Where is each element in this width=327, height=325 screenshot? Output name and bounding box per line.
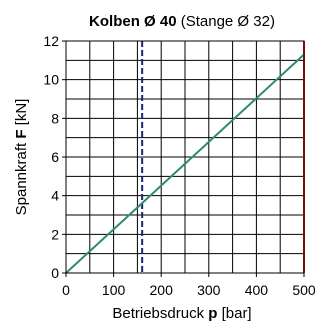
x-tick-label-5: 500	[292, 282, 316, 298]
x-axis-label-bold: p	[208, 305, 217, 322]
y-ticks: 0 2 4 6 8 10 12	[43, 33, 66, 281]
y-axis-label-suffix: [kN]	[13, 99, 30, 130]
x-tick-label-4: 400	[245, 282, 269, 298]
y-axis-label-prefix: Spannkraft	[13, 139, 30, 216]
y-tick-label-0: 0	[51, 265, 59, 281]
y-tick-label-1: 2	[51, 226, 59, 242]
y-tick-label-3: 6	[51, 149, 59, 165]
y-axis-label-bold: F	[13, 129, 30, 138]
chart-title: Kolben Ø 40 (Stange Ø 32)	[89, 13, 275, 30]
x-tick-label-2: 200	[150, 282, 174, 298]
series	[65, 53, 305, 274]
x-axis-label-suffix: [bar]	[217, 305, 251, 322]
x-axis-label-prefix: Betriebsdruck	[112, 305, 208, 322]
y-tick-label-4: 8	[51, 110, 59, 126]
series-line-0	[65, 53, 305, 274]
y-axis-label: Spannkraft F [kN]	[13, 99, 30, 216]
chart-title-normal: (Stange Ø 32)	[177, 13, 275, 30]
y-tick-label-5: 10	[43, 72, 59, 88]
x-ticks: 0 100 200 300 400 500	[62, 273, 316, 298]
grid	[65, 40, 305, 274]
y-tick-label-2: 4	[51, 188, 59, 204]
x-tick-label-1: 100	[102, 282, 126, 298]
x-tick-label-3: 300	[197, 282, 221, 298]
x-axis-label: Betriebsdruck p [bar]	[112, 305, 251, 322]
chart-title-bold: Kolben Ø 40	[89, 13, 177, 30]
x-tick-label-0: 0	[62, 282, 70, 298]
y-tick-label-6: 12	[43, 33, 59, 49]
